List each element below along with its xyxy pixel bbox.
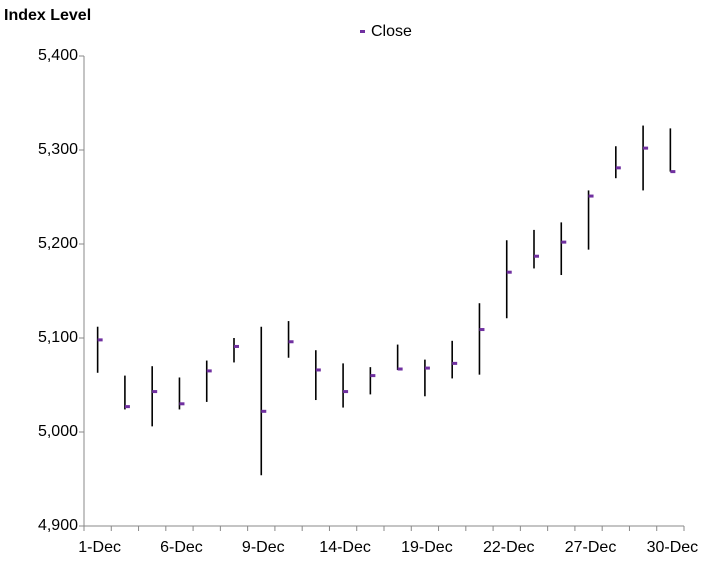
close-marker — [315, 368, 321, 372]
close-marker — [124, 405, 130, 409]
y-tick-label: 4,900 — [38, 517, 78, 534]
close-marker — [152, 390, 158, 394]
close-marker — [97, 338, 103, 342]
y-tick-label: 5,400 — [38, 47, 78, 64]
close-marker — [561, 240, 567, 244]
y-tick-label: 5,000 — [38, 423, 78, 440]
x-tick-label: 14-Dec — [319, 539, 371, 556]
close-marker — [534, 254, 539, 258]
close-marker — [643, 146, 649, 150]
close-marker — [261, 409, 267, 413]
close-marker — [506, 270, 512, 274]
close-marker — [615, 166, 621, 170]
y-tick-label: 5,300 — [38, 141, 78, 158]
close-marker — [397, 367, 403, 371]
x-tick-label: 19-Dec — [401, 539, 453, 556]
x-tick-label: 1-Dec — [78, 539, 121, 556]
legend-label: Close — [371, 23, 412, 40]
x-tick-label: 27-Dec — [565, 539, 617, 556]
close-marker — [479, 328, 485, 332]
x-tick-label: 30-Dec — [647, 539, 699, 556]
close-marker — [424, 366, 430, 370]
close-marker — [588, 194, 594, 198]
close-marker — [452, 361, 458, 365]
close-marker — [288, 340, 294, 344]
close-marker — [234, 344, 239, 348]
close-marker — [179, 402, 185, 406]
legend-marker — [360, 30, 365, 33]
close-marker — [206, 369, 212, 373]
x-tick-label: 9-Dec — [242, 539, 285, 556]
y-tick-label: 5,200 — [38, 235, 78, 252]
close-marker — [370, 374, 376, 378]
close-marker — [670, 170, 676, 174]
x-tick-label: 22-Dec — [483, 539, 535, 556]
close-marker — [343, 390, 349, 394]
chart-title: Index Level — [4, 7, 91, 24]
y-tick-label: 5,100 — [38, 329, 78, 346]
x-tick-label: 6-Dec — [160, 539, 203, 556]
